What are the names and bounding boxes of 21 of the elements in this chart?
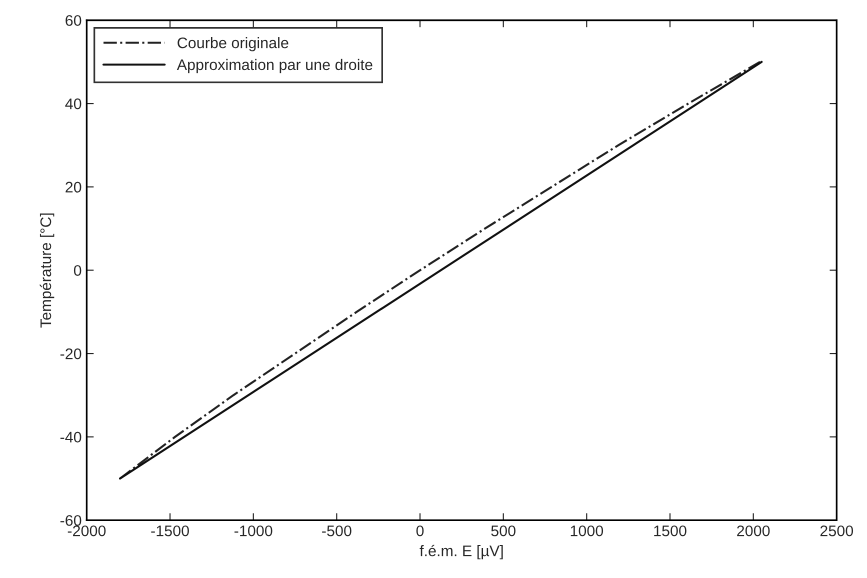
x-tick-label: 1000 [570,525,604,536]
x-tick-label: 2000 [737,525,770,536]
x-tick-label: 1500 [654,525,686,536]
y-axis-title: Température [°C] [40,213,54,328]
x-tick-label: -1000 [234,525,272,536]
y-tick-label: -40 [60,432,82,443]
legend-label: Courbe originale [178,37,288,52]
y-tick-label: 40 [65,98,82,110]
x-tick-label: -500 [322,525,352,536]
y-tick-label: 60 [66,15,82,26]
y-tick-label: 20 [66,182,82,193]
y-tick-label: -20 [60,348,82,360]
x-tick-label: 0 [416,525,424,536]
x-tick-label: -2000 [68,525,106,536]
x-axis-title: f.é.m. E [µV] [420,544,503,560]
legend-label: Approximation par une droite [176,58,372,74]
x-tick-label: -1500 [151,525,189,536]
x-tick-label: 2500 [820,525,854,536]
x-tick-label: 500 [491,525,516,536]
y-tick-label: 0 [74,265,82,276]
y-tick-label: -60 [60,515,82,526]
